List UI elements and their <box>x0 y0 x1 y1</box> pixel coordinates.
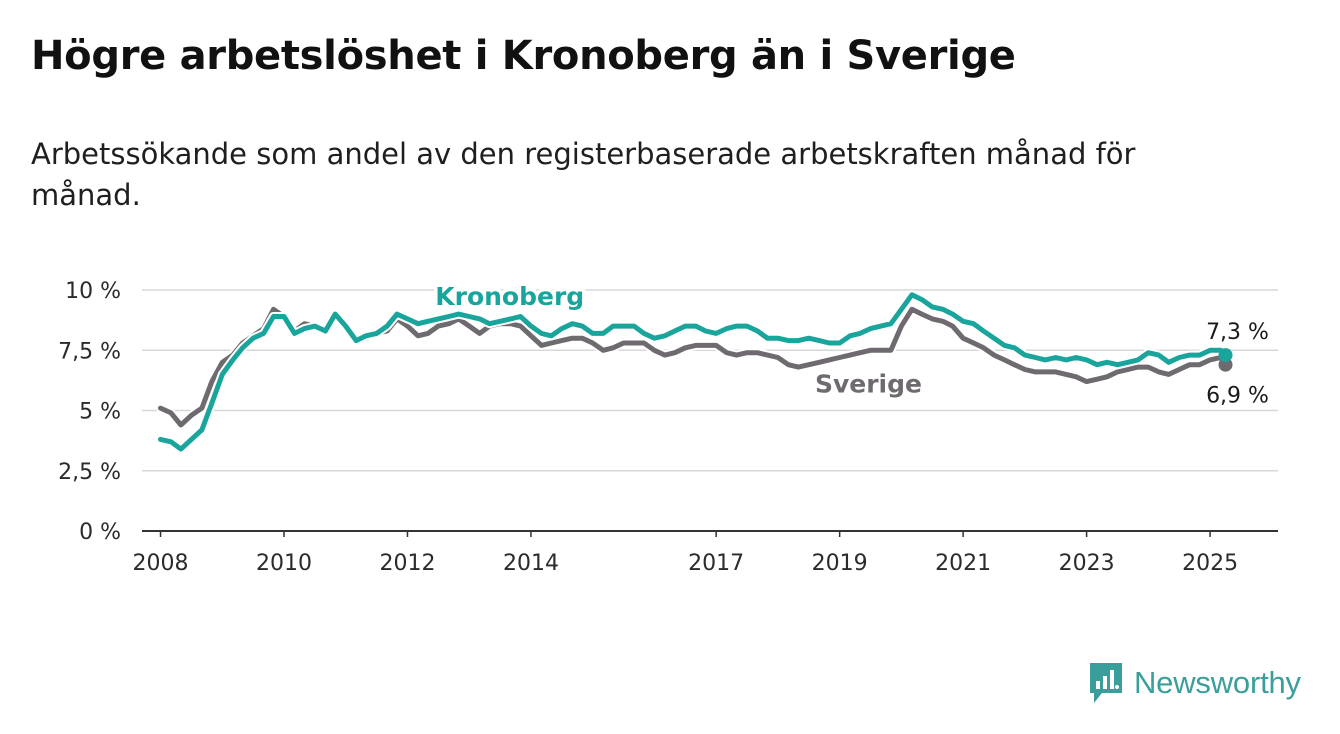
y-tick-label: 0 % <box>79 520 121 545</box>
y-tick-label: 7,5 % <box>58 339 121 364</box>
end-value-label: 6,9 % <box>1206 384 1269 409</box>
series-label: Sverige <box>815 369 922 398</box>
brand-logo: Newsworthy <box>1088 660 1301 706</box>
newsworthy-logo-icon <box>1090 663 1122 703</box>
y-tick-label: 5 % <box>79 400 121 425</box>
x-tick-label: 2008 <box>133 551 189 576</box>
series-line-kronoberg <box>158 292 1228 452</box>
x-tick-label: 2014 <box>503 551 559 576</box>
x-tick-label: 2019 <box>812 551 868 576</box>
x-tick-label: 2017 <box>688 551 744 576</box>
end-value-label: 7,3 % <box>1206 320 1269 345</box>
x-axis: 2008 2010 2012 2014 2017 2019 2021 2023 2025 <box>133 530 1278 576</box>
series-labels: 7,3 % 6,9 % Kronoberg Sverige <box>432 278 1269 409</box>
y-tick-label: 10 % <box>65 279 121 304</box>
series-label: Kronoberg <box>435 282 584 311</box>
chart-subtitle: Arbetssökande som andel av den registerb… <box>31 137 1136 212</box>
x-tick-label: 2012 <box>379 551 435 576</box>
x-tick-label: 2021 <box>935 551 991 576</box>
end-point-kronoberg <box>1218 348 1233 363</box>
y-tick-label: 2,5 % <box>58 460 121 485</box>
x-tick-label: 2010 <box>256 551 312 576</box>
chart-title: Högre arbetslöshet i Kronoberg än i Sver… <box>31 33 1016 79</box>
x-tick-label: 2023 <box>1059 551 1115 576</box>
series-lines <box>156 290 1233 454</box>
y-axis-ticks: 0 % 2,5 % 5 % 7,5 % 10 % <box>58 279 121 545</box>
end-point-sverige <box>1218 357 1233 372</box>
brand-name: Newsworthy <box>1134 665 1301 700</box>
x-tick-label: 2025 <box>1182 551 1238 576</box>
gridlines <box>142 289 1278 472</box>
